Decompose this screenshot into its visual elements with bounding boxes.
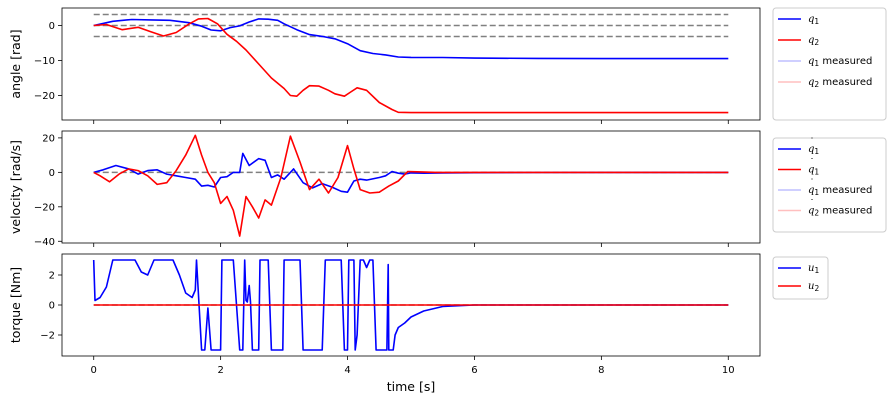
legend-dot: ˙ [810,178,815,189]
legend-dot: ˙ [810,158,815,169]
legend-label: u2 [808,281,819,293]
y-tick-label: −2 [40,331,55,342]
y-tick-label: 0 [49,168,55,179]
x-tick-label: 4 [344,365,350,376]
x-tick-label: 0 [91,365,97,376]
y-axis-label: angle [rad] [8,29,23,98]
legend-frame [772,7,887,121]
y-tick-label: −20 [34,202,55,213]
panel-3: 2 0 −2 0 2 4 6 8 10 torque [Nm] time [s] u1 u2 [8,253,829,394]
y-tick-label: −40 [34,237,55,248]
legend-label: q2 measured [808,206,872,218]
legend-frame [772,137,887,233]
legend: q1 q2 q1 measured q2 measured [772,7,887,121]
legend-label: u1 [808,263,819,275]
legend-label: q2 measured [808,77,872,89]
legend-label: q1 measured [808,185,872,197]
legend-label: q1 measured [808,56,872,68]
legend-dot: ˙ [810,199,815,210]
plot-frame [61,130,761,244]
legend: ˙q1˙q1˙q1 measured˙q2 measured [772,137,887,233]
y-tick-label: −10 [34,56,55,67]
y-tick-label: 20 [42,133,55,144]
legend-label: q1 [808,165,819,177]
legend-dot: ˙ [810,137,815,148]
legend-label: q1 [808,14,819,26]
x-tick-label: 6 [471,365,477,376]
x-axis-label: time [s] [387,379,435,394]
y-axis-label: torque [Nm] [8,267,23,343]
legend-frame [772,256,829,300]
series-line-u1 [92,259,729,351]
plot-frame [61,7,761,121]
x-tick-label: 8 [598,365,604,376]
y-tick-label: −20 [34,91,55,102]
y-tick-label: 0 [49,21,55,32]
y-tick-label: 2 [49,271,55,282]
series-line-q2 [93,17,729,114]
legend: u1 u2 [772,256,829,300]
y-axis-label: velocity [rad/s] [8,140,23,234]
y-tick-label: 0 [49,301,55,312]
legend-label: q2 [808,35,819,47]
panel-1: 0 −10 −20 angle [rad] q1 q2 q1 measured q2 meas… [8,7,887,124]
x-tick-label: 2 [217,365,223,376]
x-tick-label: 10 [722,365,735,376]
legend-label: q1 [808,144,819,156]
series-line-q2dot [93,134,729,237]
